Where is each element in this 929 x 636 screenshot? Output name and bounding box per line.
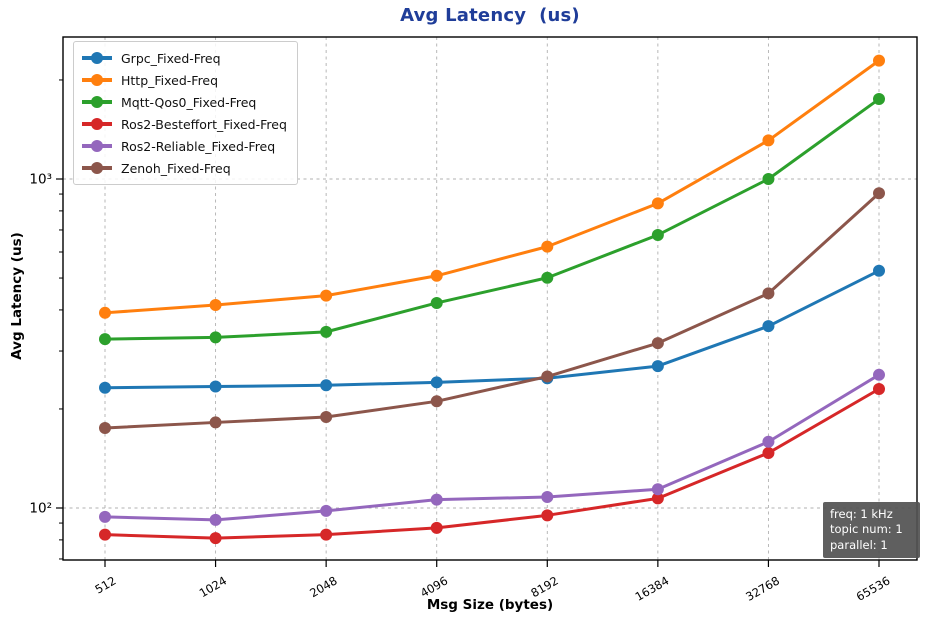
series-line-Zenoh_Fixed-Freq <box>103 191 881 430</box>
legend-label: Mqtt-Qos0_Fixed-Freq <box>121 94 257 110</box>
legend-dot-icon <box>91 74 103 86</box>
data-point-Zenoh_Fixed-Freq <box>99 422 111 435</box>
annotation-line-topic: topic num: 1 <box>830 522 903 537</box>
data-point-Mqtt-Qos0_Fixed-Freq <box>541 271 554 284</box>
y-axis-label: Avg Latency (us) <box>9 232 25 360</box>
data-point-Http_Fixed-Freq <box>762 134 775 147</box>
data-point-Mqtt-Qos0_Fixed-Freq <box>320 325 333 338</box>
legend-item-Mqtt-Qos0_Fixed-Freq: Mqtt-Qos0_Fixed-Freq <box>82 93 287 111</box>
data-point-Ros2-Besteffort_Fixed-Freq <box>209 532 222 545</box>
legend: Grpc_Fixed-Freq Http_Fixed-Freq Mqtt-Qos0_… <box>73 41 298 185</box>
data-point-Http_Fixed-Freq <box>430 269 443 282</box>
y-tick-label: 10³ <box>29 172 52 188</box>
data-point-Ros2-Besteffort_Fixed-Freq <box>99 528 111 541</box>
plot-border <box>62 36 918 561</box>
series-line-Grpc_Fixed-Freq <box>103 269 881 390</box>
legend-label: Grpc_Fixed-Freq <box>121 50 221 66</box>
legend-line-marker <box>82 96 112 108</box>
legend-item-Ros2-Besteffort_Fixed-Freq: Ros2-Besteffort_Fixed-Freq <box>82 115 287 133</box>
data-point-Grpc_Fixed-Freq <box>320 379 333 392</box>
series-line-Mqtt-Qos0_Fixed-Freq <box>103 97 881 341</box>
data-point-Http_Fixed-Freq <box>651 197 664 210</box>
data-point-Http_Fixed-Freq <box>320 289 333 302</box>
data-point-Mqtt-Qos0_Fixed-Freq <box>430 296 443 309</box>
legend-label: Ros2-Besteffort_Fixed-Freq <box>121 116 287 132</box>
annotation-line-parallel: parallel: 1 <box>830 537 888 552</box>
data-point-Mqtt-Qos0_Fixed-Freq <box>209 331 222 344</box>
x-axis-label: Msg Size (bytes) <box>426 597 554 613</box>
legend-item-Http_Fixed-Freq: Http_Fixed-Freq <box>82 71 287 89</box>
data-point-Ros2-Besteffort_Fixed-Freq <box>762 446 775 459</box>
data-point-Ros2-Reliable_Fixed-Freq <box>430 493 443 506</box>
series-line-Ros2-Besteffort_Fixed-Freq <box>103 387 881 540</box>
y-tick-label: 10² <box>29 501 52 517</box>
data-point-Ros2-Besteffort_Fixed-Freq <box>430 521 443 534</box>
legend-item-Ros2-Reliable_Fixed-Freq: Ros2-Reliable_Fixed-Freq <box>82 137 287 155</box>
legend-line-marker <box>82 140 112 152</box>
data-point-Zenoh_Fixed-Freq <box>541 370 554 383</box>
legend-dot-icon <box>91 118 103 130</box>
legend-label: Http_Fixed-Freq <box>121 72 219 88</box>
data-point-Grpc_Fixed-Freq <box>762 320 775 333</box>
legend-item-Zenoh_Fixed-Freq: Zenoh_Fixed-Freq <box>82 159 287 177</box>
data-point-Zenoh_Fixed-Freq <box>430 395 443 408</box>
data-point-Zenoh_Fixed-Freq <box>873 187 885 200</box>
data-point-Zenoh_Fixed-Freq <box>762 287 775 300</box>
legend-line-marker <box>82 118 112 130</box>
legend-label: Zenoh_Fixed-Freq <box>121 160 231 176</box>
legend-dot-icon <box>91 52 103 64</box>
data-point-Grpc_Fixed-Freq <box>651 360 664 373</box>
annotation-line-freq: freq: 1 kHz <box>830 507 893 521</box>
data-point-Ros2-Besteffort_Fixed-Freq <box>651 492 664 505</box>
data-point-Http_Fixed-Freq <box>209 299 222 312</box>
data-point-Grpc_Fixed-Freq <box>873 264 885 277</box>
data-point-Grpc_Fixed-Freq <box>209 380 222 393</box>
data-point-Ros2-Reliable_Fixed-Freq <box>209 513 222 526</box>
data-point-Http_Fixed-Freq <box>99 306 111 319</box>
data-point-Zenoh_Fixed-Freq <box>320 411 333 424</box>
legend-dot-icon <box>91 96 103 108</box>
data-point-Grpc_Fixed-Freq <box>430 376 443 389</box>
legend-dot-icon <box>91 162 103 174</box>
annotation-box: freq: 1 kHz topic num: 1 parallel: 1 <box>823 502 920 559</box>
data-point-Http_Fixed-Freq <box>873 54 885 67</box>
data-point-Ros2-Reliable_Fixed-Freq <box>320 504 333 517</box>
data-point-Ros2-Besteffort_Fixed-Freq <box>541 509 554 522</box>
data-point-Ros2-Besteffort_Fixed-Freq <box>320 528 333 541</box>
legend-line-marker <box>82 74 112 86</box>
legend-label: Ros2-Reliable_Fixed-Freq <box>121 138 276 154</box>
data-point-Http_Fixed-Freq <box>541 240 554 253</box>
series-line-Http_Fixed-Freq <box>103 59 881 315</box>
data-point-Ros2-Reliable_Fixed-Freq <box>651 483 664 496</box>
data-point-Ros2-Reliable_Fixed-Freq <box>541 491 554 504</box>
data-point-Mqtt-Qos0_Fixed-Freq <box>651 228 664 241</box>
data-point-Ros2-Reliable_Fixed-Freq <box>99 510 111 523</box>
data-point-Mqtt-Qos0_Fixed-Freq <box>99 333 111 346</box>
data-point-Ros2-Reliable_Fixed-Freq <box>762 435 775 448</box>
data-point-Mqtt-Qos0_Fixed-Freq <box>873 93 885 106</box>
legend-item-Grpc_Fixed-Freq: Grpc_Fixed-Freq <box>82 49 287 67</box>
chart-title: Avg Latency (us) <box>400 5 580 26</box>
legend-line-marker <box>82 162 112 174</box>
x-tick-label: 512 <box>92 573 118 596</box>
data-point-Ros2-Besteffort_Fixed-Freq <box>873 382 885 395</box>
legend-dot-icon <box>91 140 103 152</box>
series-line-Ros2-Reliable_Fixed-Freq <box>103 373 881 522</box>
legend-line-marker <box>82 52 112 64</box>
data-point-Zenoh_Fixed-Freq <box>651 337 664 350</box>
data-point-Mqtt-Qos0_Fixed-Freq <box>762 173 775 185</box>
data-point-Ros2-Reliable_Fixed-Freq <box>873 368 885 381</box>
data-point-Zenoh_Fixed-Freq <box>209 416 222 429</box>
data-point-Grpc_Fixed-Freq <box>99 381 111 394</box>
